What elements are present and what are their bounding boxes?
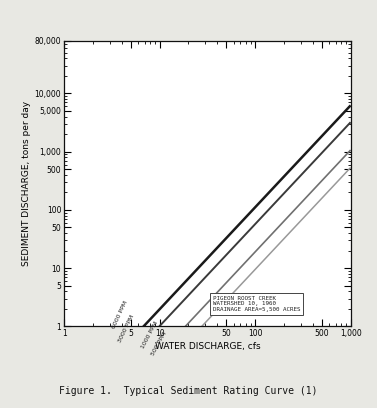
Text: 500 PPM: 500 PPM: [151, 331, 168, 356]
Y-axis label: SEDIMENT DISCHARGE, tons per day: SEDIMENT DISCHARGE, tons per day: [21, 101, 31, 266]
Text: PIGEON ROOST CREEK
WATERSHED 10, 1960
DRAINAGE AREA=5,500 ACRES: PIGEON ROOST CREEK WATERSHED 10, 1960 DR…: [213, 295, 300, 312]
Text: 1000 PPM: 1000 PPM: [140, 321, 159, 350]
Text: 6000 PPM: 6000 PPM: [112, 300, 129, 330]
X-axis label: WATER DISCHARGE, cfs: WATER DISCHARGE, cfs: [155, 342, 260, 351]
Text: Figure 1.  Typical Sediment Rating Curve (1): Figure 1. Typical Sediment Rating Curve …: [59, 386, 318, 396]
Text: 3000 PPM: 3000 PPM: [117, 314, 135, 344]
